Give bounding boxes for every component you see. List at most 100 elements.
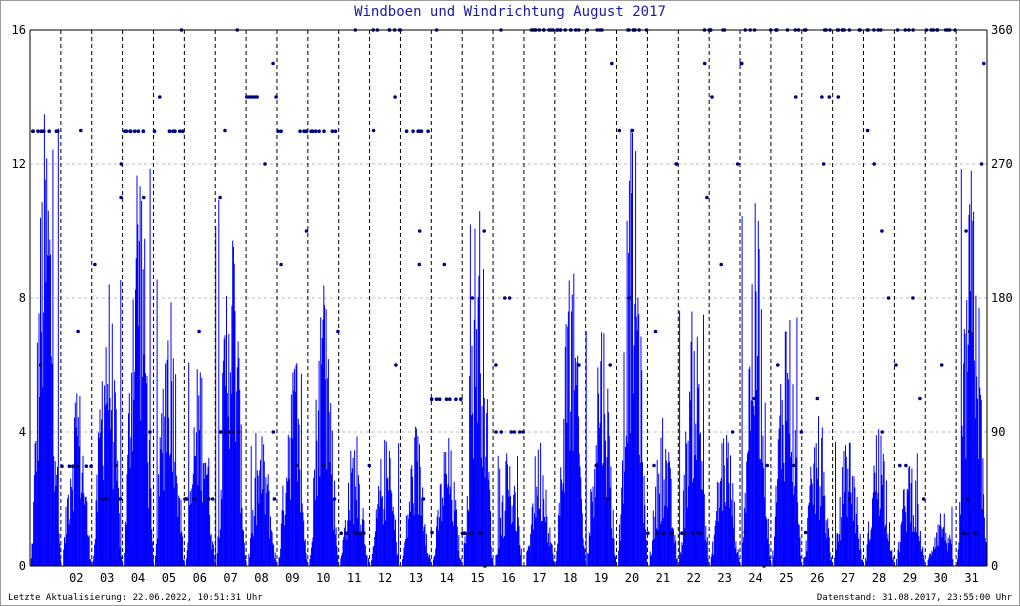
gust-bar (85, 496, 87, 566)
gust-bar (841, 517, 843, 566)
gust-bar (491, 558, 493, 566)
gust-bar (608, 412, 610, 566)
gust-bar (415, 426, 417, 566)
gust-bar (84, 504, 85, 566)
gust-bar (825, 520, 827, 566)
gust-bar (264, 514, 266, 566)
gust-bar (651, 554, 653, 566)
gust-bar (641, 370, 643, 566)
gust-bar (942, 528, 944, 566)
gust-bar (587, 552, 589, 566)
gust-bar (436, 516, 438, 566)
gust-bar (238, 358, 240, 566)
gust-bar (915, 480, 917, 566)
gust-bar (889, 522, 890, 566)
gust-bar (185, 558, 187, 566)
gust-bar (315, 399, 317, 566)
gust-bar (165, 452, 167, 566)
gust-bar (821, 438, 823, 566)
gust-bar (623, 352, 625, 566)
gust-bar (409, 511, 411, 566)
gust-bar (458, 535, 460, 566)
gust-bar (601, 465, 603, 566)
x-tick-label: 25 (779, 571, 793, 585)
gust-bar (671, 528, 673, 566)
gust-bar (662, 517, 664, 566)
gust-bar (110, 429, 112, 566)
direction-point (117, 497, 121, 501)
gust-bar (724, 502, 726, 566)
gust-bar (172, 358, 174, 566)
gust-bar (550, 542, 552, 566)
gust-bar (902, 490, 904, 566)
gust-bar (679, 311, 681, 566)
direction-point (31, 129, 35, 133)
x-tick-label: 31 (964, 571, 978, 585)
gust-bar (764, 402, 766, 566)
gust-bar (405, 515, 407, 566)
gust-bar (962, 436, 964, 566)
gust-bar (960, 514, 961, 566)
gust-bar (234, 311, 236, 566)
gust-bar (959, 502, 961, 566)
gust-bar (859, 533, 861, 566)
gust-bar (84, 496, 86, 566)
gust-bar (97, 432, 99, 566)
gust-bar (842, 503, 844, 566)
gust-bar (807, 505, 809, 566)
gust-bar (738, 558, 740, 566)
gust-bar (120, 280, 122, 566)
gust-bar (649, 551, 651, 566)
gust-bar (601, 332, 603, 566)
gust-bar (495, 555, 497, 566)
gust-bar (378, 506, 380, 566)
gust-bar (937, 524, 939, 566)
gust-bar (916, 453, 918, 566)
gust-bar (762, 435, 764, 566)
gust-bar (914, 527, 916, 566)
gust-bar (516, 531, 518, 566)
gust-bar (607, 388, 609, 566)
gust-bar (656, 459, 658, 566)
gust-bar (727, 442, 729, 566)
gust-bar (118, 487, 119, 566)
gust-bar (350, 450, 352, 566)
gust-bar (429, 554, 430, 566)
gust-bar (760, 459, 762, 566)
gust-bar (699, 434, 701, 566)
gust-bar (290, 394, 292, 566)
gust-bar (121, 560, 123, 566)
gust-bar (190, 503, 192, 566)
gust-bar (665, 460, 667, 566)
gust-bar (452, 521, 454, 566)
gust-bar (662, 418, 664, 566)
gust-bar (811, 478, 812, 566)
gust-bar (351, 468, 353, 566)
gust-bar (706, 542, 708, 566)
gust-bar (591, 491, 593, 566)
direction-point (979, 162, 984, 166)
direction-point (224, 430, 228, 434)
gust-bar (798, 525, 800, 566)
gust-bar (519, 545, 521, 566)
gust-bar (782, 424, 784, 566)
gust-bar (736, 553, 738, 566)
gust-bar (65, 506, 67, 566)
gust-bar (477, 296, 479, 566)
gust-bar (470, 415, 472, 566)
direction-point (670, 531, 674, 535)
direction-point (898, 463, 902, 468)
gust-bar (320, 317, 322, 566)
gust-bar (158, 474, 160, 566)
direction-point (608, 363, 612, 367)
gust-bar (466, 533, 468, 566)
x-tick-label: 30 (933, 571, 947, 585)
gust-bar (618, 550, 620, 566)
gust-bar (335, 527, 337, 566)
gust-bar (156, 279, 158, 566)
gust-bar (152, 557, 154, 566)
gust-bar (434, 555, 436, 566)
direction-point (93, 262, 97, 267)
gust-bar (515, 530, 517, 566)
gust-bar (814, 447, 816, 566)
